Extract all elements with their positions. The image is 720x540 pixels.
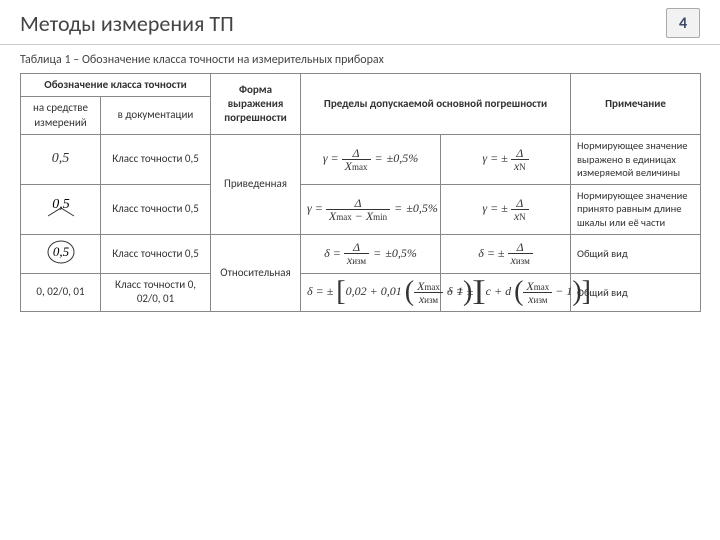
th-docs: в документации xyxy=(101,97,211,135)
cell-formula-general: γ = ± ΔxN xyxy=(441,134,571,184)
table-row: 0,5 Класс точности 0,5 γ = ΔXmax − Xmin … xyxy=(21,184,701,234)
cell-instrument: 0,5 xyxy=(21,134,101,184)
page-number-badge: 4 xyxy=(666,8,700,38)
table-row: 0,5 Класс точности 0,5 Приведенная γ = Δ… xyxy=(21,134,701,184)
cell-form-relative: Относительная xyxy=(211,234,301,311)
cell-instrument: 0,5 xyxy=(21,234,101,273)
table-row: 0, 02/0, 01 Класс точности 0, 02/0, 01 δ… xyxy=(21,274,701,312)
svg-text:0,5: 0,5 xyxy=(52,244,69,259)
cell-docs: Класс точности 0,5 xyxy=(101,134,211,184)
th-note: Примечание xyxy=(571,74,701,135)
table-row: 0,5 Класс точности 0,5 Относительная δ =… xyxy=(21,234,701,273)
cell-formula: γ = ΔXmax = ±0,5% xyxy=(301,134,441,184)
accuracy-class-table: Обозначение класса точности Форма выраже… xyxy=(20,73,701,312)
angle-mark-icon: 0,5 xyxy=(44,196,78,218)
table-caption: Таблица 1 – Обозначение класса точности … xyxy=(0,45,720,73)
cell-formula-general: δ = ± [c + d (Xmaxxизм − 1)] xyxy=(441,274,571,312)
svg-text:0,5: 0,5 xyxy=(52,197,70,212)
cell-docs: Класс точности 0,5 xyxy=(101,184,211,234)
th-designation: Обозначение класса точности xyxy=(21,74,211,97)
cell-instrument: 0, 02/0, 01 xyxy=(21,274,101,312)
cell-formula: δ = Δxизм = ±0,5% xyxy=(301,234,441,273)
cell-formula-general: δ = ± Δxизм xyxy=(441,234,571,273)
cell-form-reduced: Приведенная xyxy=(211,134,301,234)
th-form: Форма выражения погрешности xyxy=(211,74,301,135)
cell-docs: Класс точности 0,5 xyxy=(101,234,211,273)
th-instrument: на средстве измерений xyxy=(21,97,101,135)
circled-value-icon: 0,5 xyxy=(46,239,76,265)
cell-note: Общий вид xyxy=(571,234,701,273)
header: Методы измерения ТП 4 xyxy=(0,0,720,45)
cell-formula: δ = ± [0,02 + 0,01 (Xmaxxизм − 1)] xyxy=(301,274,441,312)
cell-note: Нормирующее значение принято равным длин… xyxy=(571,184,701,234)
cell-formula-general: γ = ± ΔxN xyxy=(441,184,571,234)
page-title: Методы измерения ТП xyxy=(20,10,666,37)
cell-docs: Класс точности 0, 02/0, 01 xyxy=(101,274,211,312)
table-header-row: Обозначение класса точности Форма выраже… xyxy=(21,74,701,97)
cell-instrument: 0,5 xyxy=(21,184,101,234)
th-limits: Пределы допускаемой основной погрешности xyxy=(301,74,571,135)
cell-formula: γ = ΔXmax − Xmin = ±0,5% xyxy=(301,184,441,234)
cell-note: Нормирующее значение выражено в единицах… xyxy=(571,134,701,184)
